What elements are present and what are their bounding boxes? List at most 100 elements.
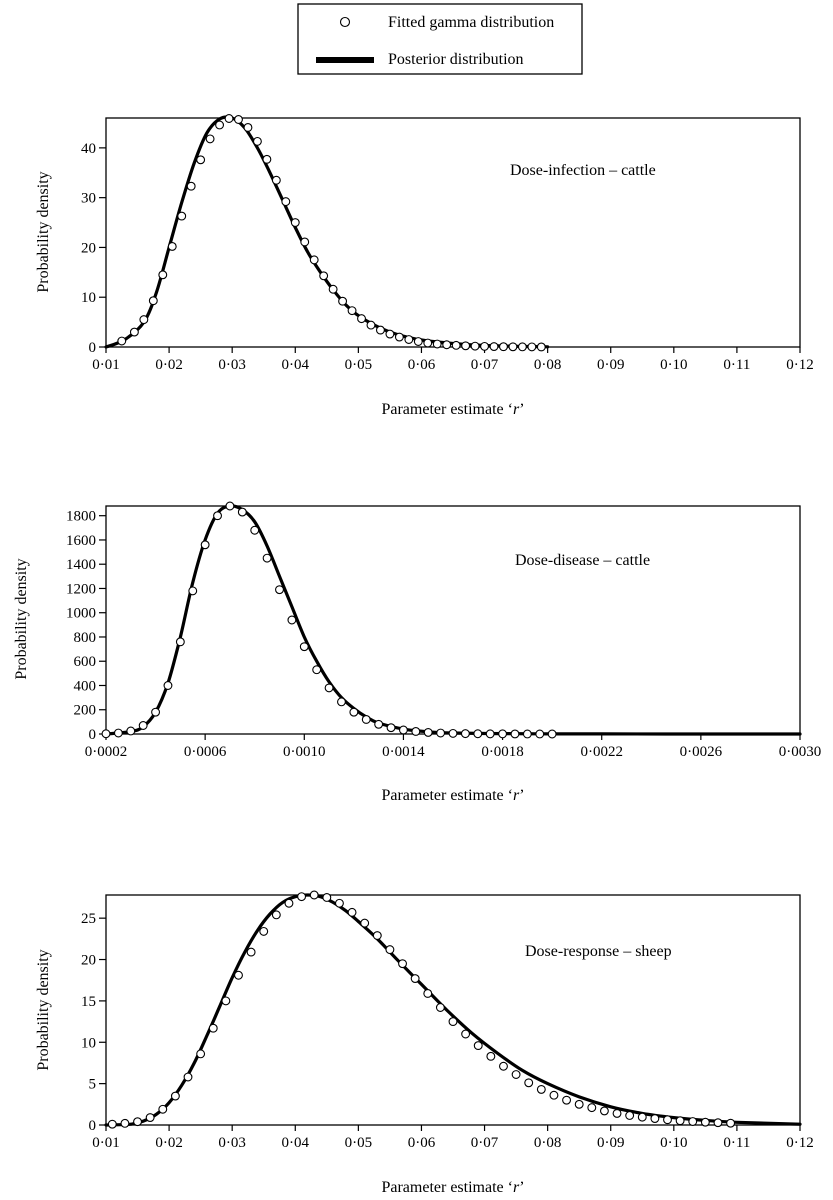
fitted-point-1-13 bbox=[243, 123, 253, 132]
fitted-point-1-27 bbox=[375, 325, 385, 335]
fitted-point-1-12 bbox=[234, 115, 243, 124]
y-tick-label-2-9: 1800 bbox=[66, 509, 96, 525]
fitted-point-2-23 bbox=[386, 723, 396, 733]
fitted-point-1-26 bbox=[366, 320, 376, 330]
y-axis-label-1: Probability density bbox=[35, 171, 52, 292]
x-tick-label-1-0: 0·01 bbox=[92, 357, 120, 373]
fitted-point-1-35 bbox=[451, 340, 461, 350]
fitted-point-1-37 bbox=[470, 341, 480, 351]
x-tick-label-3-8: 0·09 bbox=[597, 1135, 625, 1151]
fitted-point-3-32 bbox=[511, 1070, 521, 1079]
y-tick-label-2-1: 200 bbox=[74, 703, 97, 719]
x-tick-label-3-0: 0·01 bbox=[92, 1135, 120, 1151]
y-ticks-3: 0 5 10 15 20 25 bbox=[81, 911, 106, 1134]
fitted-point-1-38 bbox=[480, 341, 489, 351]
fitted-point-3-49 bbox=[726, 1118, 736, 1128]
y-tick-label-1-2: 20 bbox=[81, 240, 96, 256]
fitted-point-1-44 bbox=[536, 342, 546, 352]
posterior-curve-2 bbox=[104, 504, 802, 736]
x-tick-label-1-1: 0·02 bbox=[155, 357, 183, 373]
fitted-point-2-1 bbox=[113, 728, 123, 738]
fitted-point-3-43 bbox=[650, 1114, 660, 1123]
y-tick-label-1-1: 10 bbox=[81, 290, 96, 306]
x-tick-label-3-3: 0·04 bbox=[282, 1135, 310, 1151]
x-tick-label-1-9: 0·10 bbox=[660, 357, 688, 373]
fitted-point-1-30 bbox=[404, 335, 414, 344]
fitted-point-3-48 bbox=[713, 1118, 723, 1128]
fitted-point-1-23 bbox=[338, 296, 348, 306]
x-tick-label-1-3: 0·04 bbox=[282, 357, 310, 373]
fitted-point-3-33 bbox=[524, 1078, 534, 1088]
fitted-point-1-43 bbox=[527, 342, 537, 352]
fitted-point-3-21 bbox=[372, 931, 382, 940]
fitted-point-2-20 bbox=[349, 707, 359, 717]
fitted-point-3-40 bbox=[612, 1108, 622, 1118]
fitted-point-3-26 bbox=[435, 1003, 445, 1012]
fitted-point-1-32 bbox=[423, 338, 433, 348]
fitted-point-1-14 bbox=[252, 136, 262, 146]
fitted-point-2-28 bbox=[448, 728, 458, 738]
fitted-point-1-10 bbox=[215, 120, 225, 130]
fitted-point-2-32 bbox=[498, 729, 508, 739]
fitted-point-2-19 bbox=[337, 697, 346, 707]
fitted-point-3-0 bbox=[107, 1119, 117, 1129]
fitted-point-3-18 bbox=[334, 898, 344, 908]
fitted-point-1-21 bbox=[319, 271, 329, 281]
fitted-point-3-42 bbox=[637, 1112, 647, 1122]
panel-annotation-1: Dose-infection – cattle bbox=[510, 162, 656, 179]
y-tick-label-1-0: 0 bbox=[89, 340, 97, 356]
fitted-point-2-17 bbox=[312, 665, 322, 675]
plot-frame-3 bbox=[105, 894, 801, 1126]
fitted-point-1-16 bbox=[271, 175, 281, 185]
fitted-point-3-28 bbox=[461, 1029, 471, 1039]
fitted-point-3-9 bbox=[221, 996, 231, 1006]
fitted-point-2-2 bbox=[126, 726, 136, 736]
fitted-point-2-14 bbox=[275, 585, 284, 595]
fitted-point-3-30 bbox=[486, 1051, 496, 1061]
fitted-point-1-25 bbox=[357, 314, 366, 324]
fitted-point-1-8 bbox=[196, 155, 206, 165]
panel-dose-infection-cattle: Probability density Dose-infection – cat… bbox=[35, 114, 814, 418]
fitted-point-3-25 bbox=[423, 989, 433, 998]
y-tick-label-2-0: 0 bbox=[89, 727, 97, 743]
fitted-point-2-25 bbox=[411, 727, 421, 736]
fitted-point-2-35 bbox=[535, 729, 545, 739]
fitted-point-3-7 bbox=[196, 1049, 206, 1059]
y-tick-label-3-3: 15 bbox=[81, 994, 96, 1010]
fitted-point-2-0 bbox=[101, 729, 111, 739]
x-tick-label-3-1: 0·02 bbox=[155, 1135, 183, 1151]
x-tick-label-1-8: 0·09 bbox=[597, 357, 625, 373]
fitted-point-3-10 bbox=[234, 970, 243, 980]
fitted-point-1-6 bbox=[177, 211, 187, 221]
fitted-point-3-31 bbox=[499, 1061, 508, 1071]
x-tick-label-3-9: 0·10 bbox=[660, 1135, 688, 1151]
fitted-point-1-33 bbox=[432, 339, 442, 349]
y-tick-label-2-5: 1000 bbox=[66, 606, 96, 622]
plot-frame-1 bbox=[105, 117, 801, 348]
fitted-point-1-31 bbox=[413, 337, 423, 346]
panel-dose-response-sheep: Probability density Dose-response – shee… bbox=[35, 890, 814, 1196]
y-ticks-1: 0 10 20 30 40 bbox=[81, 141, 106, 356]
fitted-point-1-9 bbox=[205, 134, 215, 144]
fitted-point-3-34 bbox=[536, 1084, 546, 1094]
fitted-point-3-16 bbox=[309, 890, 319, 900]
posterior-curve-3 bbox=[104, 893, 802, 1127]
fitted-point-1-42 bbox=[517, 342, 527, 352]
fitted-point-2-30 bbox=[473, 729, 483, 739]
x-ticks-1: 0·01 0·02 0·03 0·04 0·05 0·06 0·07 0·08 0·09 0·10… bbox=[92, 347, 814, 373]
fitted-point-1-40 bbox=[499, 342, 508, 352]
fitted-point-2-24 bbox=[398, 725, 408, 735]
fitted-point-3-27 bbox=[448, 1017, 458, 1027]
y-tick-label-3-4: 20 bbox=[81, 953, 96, 969]
fitted-point-1-19 bbox=[300, 237, 310, 247]
plot-frame-2 bbox=[105, 505, 801, 735]
panel-dose-disease-cattle: Probability density Dose-disease – cattl… bbox=[13, 501, 821, 804]
fitted-point-3-8 bbox=[208, 1023, 218, 1033]
fitted-point-3-23 bbox=[398, 959, 407, 969]
x-axis-label-2: Parameter estimate ‘r’ bbox=[381, 787, 524, 804]
x-tick-label-1-4: 0·05 bbox=[345, 357, 373, 373]
y-tick-label-2-4: 800 bbox=[74, 630, 97, 646]
panel-annotation-3: Dose-response – sheep bbox=[525, 943, 672, 960]
x-tick-label-3-4: 0·05 bbox=[345, 1135, 373, 1151]
